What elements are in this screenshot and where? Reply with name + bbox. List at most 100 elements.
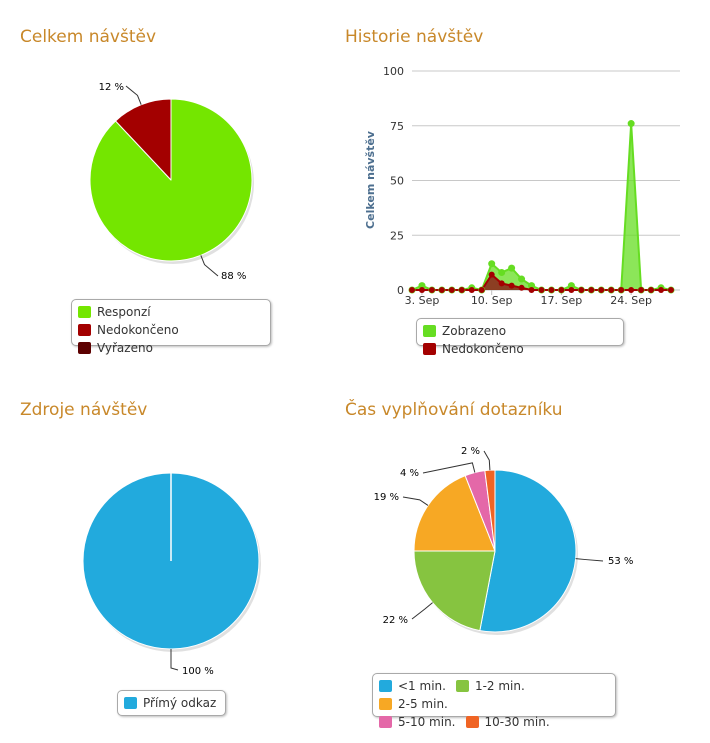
x-tick-label: 10. Sep — [471, 294, 513, 307]
data-point[interactable] — [438, 287, 445, 293]
data-point[interactable] — [627, 120, 635, 128]
data-point[interactable] — [428, 287, 435, 293]
data-point[interactable] — [648, 287, 655, 293]
pie-slice[interactable] — [115, 98, 172, 181]
y-tick-label: 0 — [397, 284, 404, 297]
y-tick-label: 75 — [390, 120, 404, 133]
data-point[interactable] — [567, 282, 575, 290]
pie-connector-line — [200, 255, 219, 277]
legend-item-nedokonceno[interactable]: Nedokončeno — [78, 321, 179, 339]
legend-label: Responzí — [97, 305, 151, 319]
legend-item-5-10[interactable]: 5-10 min. — [379, 713, 456, 731]
pie-connector-line — [170, 649, 179, 671]
data-point[interactable] — [618, 287, 625, 293]
legend-item-zobrazeno[interactable]: Zobrazeno — [423, 322, 506, 340]
legend-label: Přímý odkaz — [143, 696, 217, 710]
legend-label: Vyřazeno — [97, 341, 153, 355]
x-tick-label: 3. Sep — [405, 294, 440, 307]
data-point[interactable] — [638, 287, 645, 293]
legend-item-vyrazeno[interactable]: Vyřazeno — [78, 339, 153, 357]
data-point[interactable] — [658, 287, 665, 293]
pie-slice[interactable] — [484, 469, 496, 552]
data-point[interactable] — [518, 284, 525, 291]
data-point[interactable] — [568, 287, 575, 293]
completion-time-title: Čas vyplňování dotazníku — [345, 400, 563, 420]
legend-label: 10-30 min. — [484, 715, 550, 729]
completion-time-legend: <1 min. 1-2 min. 2-5 min. 5-10 min. 10-30 m… — [372, 673, 616, 729]
legend-item-lt1[interactable]: <1 min. — [379, 677, 446, 695]
data-point[interactable] — [598, 287, 605, 293]
data-point[interactable] — [498, 268, 506, 276]
pie-data-label: 19 % — [374, 492, 399, 503]
data-point[interactable] — [608, 287, 615, 293]
visit-history-title: Historie návštěv — [345, 27, 484, 47]
total-visits-legend: Responzí Nedokončeno Vyřazeno — [71, 299, 271, 355]
y-tick-label: 25 — [390, 229, 404, 242]
visit-history-legend: Zobrazeno Nedokončeno — [416, 318, 624, 356]
data-point[interactable] — [528, 282, 536, 290]
pie-data-label: 88 % — [221, 271, 246, 282]
data-point[interactable] — [418, 282, 426, 290]
legend-item-responzi[interactable]: Responzí — [78, 303, 151, 321]
data-point[interactable] — [409, 287, 415, 293]
legend-swatch — [78, 306, 91, 318]
data-point[interactable] — [498, 280, 505, 287]
data-point[interactable] — [538, 287, 545, 293]
pie-connector-line — [483, 450, 491, 471]
visit-sources-title: Zdroje návštěv — [20, 400, 148, 420]
data-point[interactable] — [488, 271, 495, 278]
pie-data-label: 53 % — [608, 556, 633, 567]
legend-swatch — [465, 716, 479, 728]
y-axis-title: Celkem návštěv — [364, 130, 377, 229]
pie-data-label: 4 % — [400, 468, 419, 479]
pie-connector-line — [422, 462, 476, 474]
legend-swatch — [423, 325, 436, 337]
legend-swatch — [379, 716, 392, 728]
data-point[interactable] — [418, 287, 425, 293]
data-point[interactable] — [518, 275, 526, 283]
legend-label: 2-5 min. — [398, 697, 448, 711]
legend-swatch — [379, 680, 392, 692]
data-point[interactable] — [588, 287, 595, 293]
y-tick-label: 100 — [383, 65, 404, 78]
visit-sources-legend: Přímý odkaz — [117, 690, 226, 716]
pie-slice[interactable] — [413, 475, 496, 552]
legend-label: 5-10 min. — [398, 715, 456, 729]
data-point[interactable] — [628, 287, 635, 293]
pie-connector-line — [575, 558, 604, 562]
legend-swatch — [78, 342, 91, 354]
legend-item-10-30[interactable]: 10-30 min. — [465, 713, 550, 731]
legend-item-1-2[interactable]: 1-2 min. — [455, 677, 525, 695]
total-visits-title: Celkem návštěv — [20, 27, 157, 47]
data-point[interactable] — [488, 260, 496, 268]
x-tick-label: 17. Sep — [541, 294, 583, 307]
data-point[interactable] — [668, 287, 674, 293]
x-tick-label: 24. Sep — [610, 294, 652, 307]
legend-label: 1-2 min. — [474, 679, 525, 693]
data-point[interactable] — [508, 282, 515, 289]
legend-item-nedokonceno[interactable]: Nedokončeno — [423, 340, 524, 358]
pie-data-label: 12 % — [99, 82, 124, 93]
legend-swatch — [455, 680, 469, 692]
data-point[interactable] — [478, 287, 485, 293]
data-point[interactable] — [448, 287, 455, 293]
pie-data-label: 22 % — [383, 615, 408, 626]
legend-label: <1 min. — [398, 679, 446, 693]
pie-slice[interactable] — [413, 550, 496, 632]
pie-connector-line — [125, 85, 142, 105]
data-point[interactable] — [458, 287, 465, 293]
legend-swatch — [379, 698, 392, 710]
data-point[interactable] — [558, 287, 565, 293]
legend-item-2-5[interactable]: 2-5 min. — [379, 695, 448, 713]
data-point[interactable] — [508, 264, 516, 272]
legend-item-primy-odkaz[interactable]: Přímý odkaz — [124, 694, 216, 712]
data-point[interactable] — [468, 287, 475, 293]
y-tick-label: 50 — [390, 175, 404, 188]
data-point[interactable] — [578, 287, 585, 293]
data-point[interactable] — [528, 287, 535, 293]
data-point[interactable] — [548, 287, 555, 293]
